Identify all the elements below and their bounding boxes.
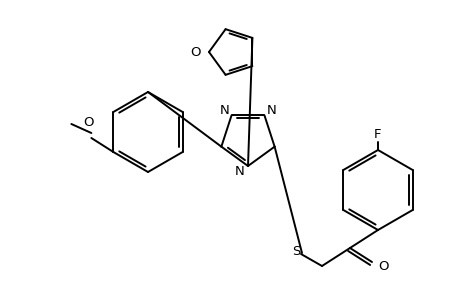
Text: O: O [190,46,201,59]
Text: N: N [235,164,244,178]
Text: O: O [377,260,388,272]
Text: O: O [83,116,93,129]
Text: S: S [291,245,300,259]
Text: F: F [374,128,381,141]
Text: N: N [266,104,276,117]
Text: N: N [219,104,229,117]
